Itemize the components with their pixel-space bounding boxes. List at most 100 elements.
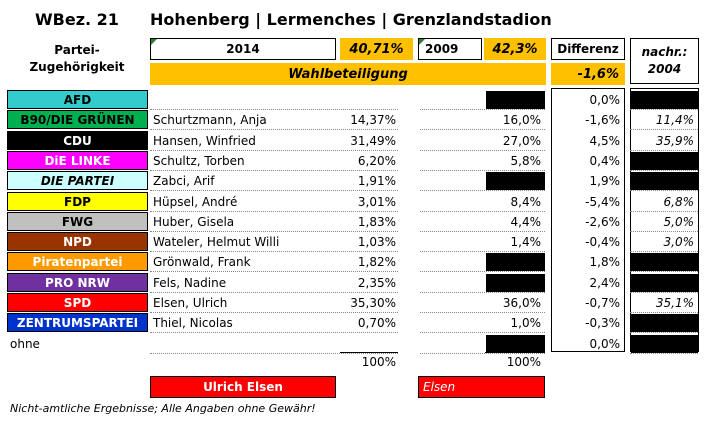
nachr-line2: 2004 <box>647 62 682 76</box>
no-candidate-2009 <box>486 274 545 292</box>
party-label-line1: Partei- <box>54 43 100 57</box>
difference-value: -0,4% <box>585 235 620 249</box>
candidate-name: Hansen, Winfried <box>153 134 256 148</box>
row-separator <box>630 129 698 130</box>
party-cell: NPD <box>7 232 148 251</box>
year-2009-box: 2009 <box>418 38 482 60</box>
party-cell: Piratenpartei <box>7 252 148 271</box>
nachr-2004-value: 3,0% <box>663 235 695 249</box>
row-separator <box>420 251 545 252</box>
row-separator <box>630 292 698 293</box>
turnout-bar: Wahlbeteiligung <box>150 63 546 85</box>
year-2014-label: 2014 <box>226 42 260 56</box>
no-value-2004 <box>631 91 698 109</box>
row-separator <box>150 231 398 232</box>
party-cell: AFD <box>7 90 148 109</box>
nachr-2004-value: 35,1% <box>655 296 694 310</box>
difference-value: -5,4% <box>585 195 620 209</box>
party-label-line2: Zugehörigkeit <box>29 60 125 74</box>
no-value-2004 <box>631 172 698 190</box>
no-value-2004 <box>631 152 698 170</box>
pct-2009: 1,0% <box>510 316 542 330</box>
row-separator <box>630 353 698 354</box>
row-separator <box>630 332 698 333</box>
difference-label: Differenz <box>557 42 619 56</box>
party-cell: ohne <box>10 337 40 351</box>
no-value-2004 <box>631 253 698 271</box>
row-separator <box>420 170 545 171</box>
difference-value: -2,6% <box>585 215 620 229</box>
pct-2014 <box>340 334 396 354</box>
row-separator <box>630 251 698 252</box>
row-separator <box>630 231 698 232</box>
pct-2014 <box>340 90 396 110</box>
candidate-name: Huber, Gisela <box>153 215 235 229</box>
party-cell: FDP <box>7 192 148 211</box>
nachr-2004-value: 6,8% <box>663 195 695 209</box>
difference-header: Differenz <box>551 38 625 60</box>
difference-value: 0,0% <box>589 93 621 107</box>
no-candidate-2009 <box>486 335 545 353</box>
row-separator <box>150 170 398 171</box>
row-separator <box>150 190 398 191</box>
difference-value: 0,0% <box>589 337 621 351</box>
candidate-name: Zabci, Arif <box>153 174 215 188</box>
winner-2009-box: Elsen <box>418 376 545 398</box>
row-separator <box>630 109 698 110</box>
difference-value: 0,4% <box>589 154 621 168</box>
difference-value: -1,6% <box>585 113 620 127</box>
total-2014: 100% <box>361 355 396 369</box>
district-title: Hohenberg | Lermenches | Grenzlandstadio… <box>150 10 552 29</box>
no-candidate-2009 <box>486 91 545 109</box>
row-separator <box>150 129 398 130</box>
nachr-2004-header: nachr.: 2004 <box>630 38 699 84</box>
pct-2014: 31,49% <box>350 134 396 148</box>
nachr-2004-value: 35,9% <box>655 134 694 148</box>
disclaimer: Nicht-amtliche Ergebnisse; Alle Angaben … <box>10 402 316 415</box>
no-value-2004 <box>631 314 698 332</box>
pct-2014: 14,37% <box>350 113 396 127</box>
row-separator <box>150 353 398 354</box>
candidate-name: Elsen, Ulrich <box>153 296 228 310</box>
turnout-label: Wahlbeteiligung <box>288 66 408 82</box>
row-separator <box>420 129 545 130</box>
row-separator <box>420 211 545 212</box>
row-separator <box>150 271 398 272</box>
turnout-2009-value: 42,3% <box>492 41 538 57</box>
nachr-2004-value: 5,0% <box>663 215 695 229</box>
pct-2014: 1,82% <box>357 255 396 269</box>
pct-2009: 16,0% <box>502 113 541 127</box>
row-separator <box>150 251 398 252</box>
row-separator <box>150 332 398 333</box>
row-separator <box>150 211 398 212</box>
party-cell: ZENTRUMSPARTEI <box>7 313 148 332</box>
no-candidate-2009 <box>486 253 545 271</box>
difference-value: 4,5% <box>589 134 621 148</box>
row-separator <box>420 332 545 333</box>
pct-2009: 4,4% <box>510 215 542 229</box>
party-cell: B90/DIE GRÜNEN <box>7 110 148 129</box>
year-2009-label: 2009 <box>425 42 459 56</box>
row-separator <box>630 190 698 191</box>
row-separator <box>150 292 398 293</box>
winner-2014-name: Ulrich Elsen <box>203 380 283 394</box>
difference-value: -0,7% <box>585 296 620 310</box>
turnout-difference: -1,6% <box>551 63 625 85</box>
pct-2014: 0,70% <box>357 316 396 330</box>
pct-2014: 2,35% <box>357 276 396 290</box>
pct-2009: 5,8% <box>510 154 542 168</box>
winner-2014-box: Ulrich Elsen <box>150 376 336 398</box>
pct-2009: 36,0% <box>502 296 541 310</box>
candidate-name: Wateler, Helmut Willi <box>153 235 280 249</box>
nachr-line1: nachr.: <box>641 45 688 59</box>
total-2009-rule <box>485 352 545 353</box>
total-2014-rule <box>340 352 398 353</box>
candidate-name: Schultz, Torben <box>153 154 245 168</box>
no-value-2004 <box>631 335 698 353</box>
row-separator <box>420 312 545 313</box>
candidate-name: Schurtzmann, Anja <box>153 113 267 127</box>
candidate-name: Hüpsel, André <box>153 195 238 209</box>
turnout-difference-value: -1,6% <box>577 66 619 82</box>
winner-2009-name: Elsen <box>423 380 456 394</box>
row-separator <box>420 109 545 110</box>
